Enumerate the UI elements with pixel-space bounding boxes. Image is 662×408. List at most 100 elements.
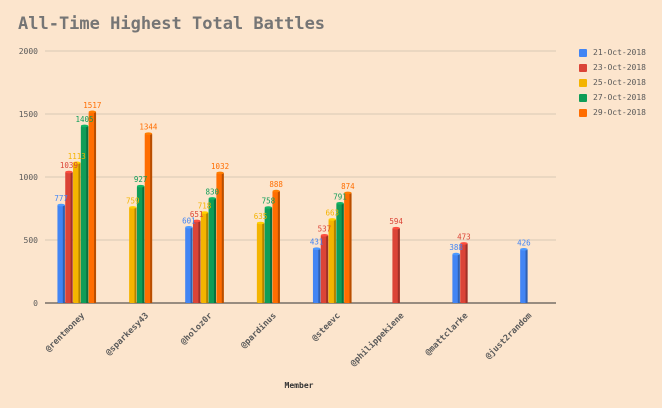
y-tick-label: 1000 <box>19 173 38 182</box>
bar-top <box>336 202 344 205</box>
data-label: 1517 <box>83 101 101 110</box>
x-tick-label: @sparkesy43 <box>104 311 151 358</box>
bar-top <box>328 218 336 221</box>
bar-top <box>65 170 73 174</box>
data-label: 601 <box>182 216 196 225</box>
legend-swatch <box>579 108 587 117</box>
legend-swatch <box>579 93 587 102</box>
legend-label: 25-Oct-2018 <box>593 78 646 87</box>
data-label: 1344 <box>139 123 158 132</box>
bar-side <box>142 186 145 303</box>
data-label: 758 <box>262 196 276 205</box>
y-tick-label: 500 <box>24 236 39 245</box>
bar-side <box>349 192 352 303</box>
data-label: 1032 <box>211 162 229 171</box>
bar-side <box>341 203 344 303</box>
x-axis-title: Member <box>285 381 314 390</box>
bar-side <box>62 205 65 303</box>
bar-side <box>318 248 321 303</box>
bar-top <box>452 252 460 256</box>
bar-side <box>457 254 460 303</box>
data-label: 663 <box>325 208 339 217</box>
chart-title: All-Time Highest Total Battles <box>18 14 326 34</box>
data-label: 791 <box>333 192 347 201</box>
data-label: 651 <box>190 210 204 219</box>
bar-side <box>86 125 89 303</box>
data-label: 830 <box>206 187 220 196</box>
bar-top <box>185 225 193 229</box>
bar-top <box>80 124 89 128</box>
legend-item: 21-Oct-2018 <box>579 45 646 60</box>
legend-label: 23-Oct-2018 <box>593 63 646 72</box>
bar-top <box>200 211 209 214</box>
legend-label: 27-Oct-2018 <box>593 93 646 102</box>
x-tick-label: @steevc <box>310 311 342 343</box>
bars <box>57 110 528 303</box>
data-label: 1405 <box>76 115 94 124</box>
bar-side <box>465 243 468 303</box>
legend-swatch <box>579 78 587 87</box>
bar-side <box>333 219 336 303</box>
legend-swatch <box>579 63 587 72</box>
bar-top <box>520 248 528 251</box>
data-label: 594 <box>389 217 403 226</box>
bar-top <box>88 110 97 114</box>
data-label: 635 <box>254 212 268 221</box>
bar-side <box>221 172 224 303</box>
bar-top <box>256 221 265 225</box>
bar-side <box>262 222 265 303</box>
bar-top <box>392 226 400 230</box>
x-tick-label: @philippekiene <box>348 310 406 368</box>
bar-top <box>312 247 321 250</box>
bar-top <box>216 171 224 175</box>
data-label: 888 <box>269 180 283 189</box>
x-tick-label: @mattclarke <box>423 311 470 358</box>
legend-item: 25-Oct-2018 <box>579 75 646 90</box>
bar-top <box>144 132 153 135</box>
bar-side <box>94 111 97 303</box>
legend-item: 29-Oct-2018 <box>579 105 646 120</box>
x-tick-label: @rentmoney <box>44 311 87 354</box>
gridlines <box>45 50 556 304</box>
data-label: 473 <box>457 232 471 241</box>
bar-side <box>270 207 273 303</box>
bar-side <box>70 172 73 303</box>
bar-side <box>277 191 280 303</box>
data-label: 874 <box>341 182 355 191</box>
data-label: 759 <box>126 196 140 205</box>
bar-top <box>320 234 329 237</box>
bar-side <box>198 220 201 303</box>
y-tick-label: 1500 <box>19 110 38 119</box>
bar-top <box>192 219 201 223</box>
bar-side <box>134 207 137 303</box>
y-tick-label: 0 <box>33 299 38 308</box>
bar-top <box>57 203 65 207</box>
bar-side <box>150 133 153 303</box>
bar-top <box>136 184 145 188</box>
bar-side <box>78 162 81 303</box>
data-label: 1113 <box>68 152 86 161</box>
x-tick-label: @pardinus <box>238 310 278 350</box>
legend-item: 27-Oct-2018 <box>579 90 646 105</box>
data-label: 426 <box>517 238 531 247</box>
bar-side <box>525 249 528 303</box>
x-tick-label: @just2random <box>483 310 534 361</box>
legend: 21-Oct-2018 23-Oct-2018 25-Oct-2018 27-Oct-… <box>579 45 646 120</box>
bar-top <box>73 161 81 165</box>
bar-top <box>264 206 273 209</box>
data-label: 718 <box>198 202 212 211</box>
data-label: 537 <box>318 224 332 233</box>
data-label: 1039 <box>60 161 78 170</box>
data-label: 777 <box>54 194 68 203</box>
bar-side <box>397 228 400 303</box>
x-tick-label: @holoz0r <box>179 311 215 347</box>
bar-side <box>326 235 329 303</box>
y-tick-label: 2000 <box>19 47 38 56</box>
bar-side <box>213 198 216 303</box>
bar-top <box>129 206 137 209</box>
data-label: 388 <box>449 243 463 252</box>
bar-top <box>208 197 216 200</box>
bar-top <box>272 189 280 193</box>
